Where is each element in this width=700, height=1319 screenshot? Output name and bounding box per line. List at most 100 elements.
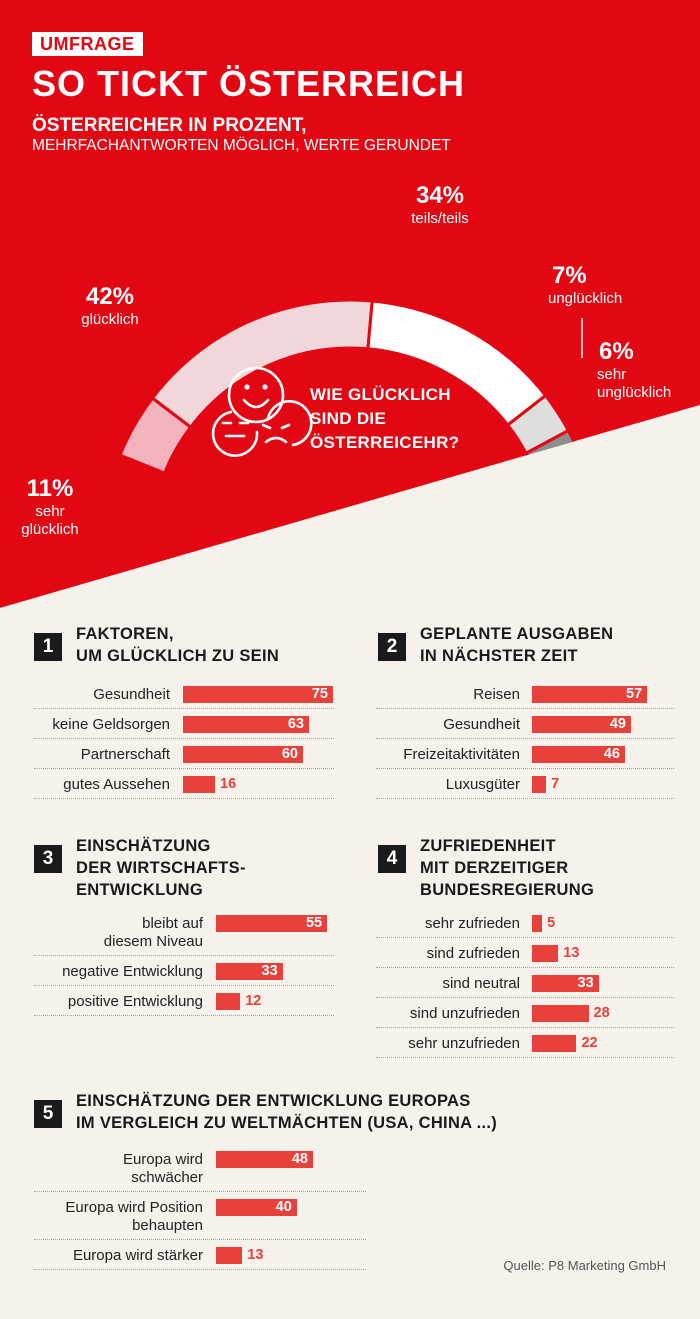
bar-value: 33 <box>261 963 278 979</box>
subtitle-regular: MEHRFACHANTWORTEN MÖGLICH, WERTE GERUNDE… <box>32 137 451 154</box>
row-label: sind zufrieden <box>338 945 520 963</box>
panel-title-line: EINSCHÄTZUNG <box>76 837 211 855</box>
bar <box>532 945 559 962</box>
slice-label-ungluecklich: 7% unglücklich <box>548 262 648 308</box>
row-label-line: Luxusgüter <box>445 776 520 793</box>
source-note: Quelle: P8 Marketing GmbH <box>503 1258 666 1273</box>
panel-number-3: 3 <box>34 845 62 873</box>
bar-value: 75 <box>311 686 328 702</box>
row-separator <box>34 1191 366 1192</box>
row-separator <box>376 967 674 968</box>
row-label: Freizeitaktivitäten <box>338 746 520 764</box>
bar <box>532 746 625 763</box>
slice-name: unglücklich <box>548 290 623 307</box>
row-label-line: keine Geldsorgen <box>52 716 170 733</box>
row-label: negative Entwicklung <box>0 963 203 981</box>
row-label-line: sind zufrieden <box>426 945 520 962</box>
panel-number-4: 4 <box>378 845 406 873</box>
row-label-line: Europa wird stärker <box>72 1247 203 1264</box>
bar-value: 49 <box>609 716 626 732</box>
slice-percent: 42% <box>85 283 135 310</box>
panel-title-line: FAKTOREN, <box>76 625 174 643</box>
slice-name: sehr glücklich <box>21 503 79 538</box>
row-label-line: schwächer <box>131 1169 203 1186</box>
smiley-faces-icon <box>211 366 313 457</box>
panel-title-5: EINSCHÄTZUNG DER ENTWICKLUNG EUROPAS IM V… <box>76 1090 497 1134</box>
row-separator <box>34 768 334 769</box>
row-label: Europa wird stärker <box>0 1247 203 1265</box>
slice-name: glücklich <box>81 311 139 328</box>
row-label-line: positive Entwicklung <box>67 993 203 1010</box>
panel-title-line: IN NÄCHSTER ZEIT <box>420 647 578 665</box>
row-separator <box>376 1057 674 1058</box>
bar <box>183 716 309 733</box>
row-label: Europa wird schwächer <box>0 1151 203 1187</box>
diagonal-overlay <box>0 405 700 620</box>
bar <box>216 993 241 1010</box>
umfrage-badge: UMFRAGE <box>32 32 143 56</box>
row-label-line: Gesundheit <box>93 686 170 703</box>
row-separator <box>34 1269 366 1270</box>
row-separator <box>34 798 334 799</box>
slice-label-teils: 34% teils/teils <box>405 182 475 228</box>
row-separator <box>376 708 674 709</box>
panel-title-line: DER WIRTSCHAFTS- <box>76 859 246 877</box>
bar-value: 13 <box>247 1247 264 1263</box>
bar-value: 55 <box>305 915 323 931</box>
row-separator <box>376 738 674 739</box>
row-separator <box>34 1239 366 1240</box>
row-separator <box>34 985 334 986</box>
panel-title-line: ZUFRIEDENHEIT <box>420 837 556 855</box>
panel-title-line: EINSCHÄTZUNG DER ENTWICKLUNG EUROPAS <box>76 1092 471 1110</box>
bar-value: 28 <box>593 1005 610 1021</box>
row-label-line: Gesundheit <box>443 716 520 733</box>
bar <box>183 776 215 793</box>
slice-label-gluecklich: 42% glücklich <box>60 283 160 329</box>
row-label-line: bleibt auf <box>142 915 203 932</box>
bar-value: 60 <box>281 746 298 762</box>
panel-number-5: 5 <box>34 1100 62 1128</box>
row-separator <box>34 1015 334 1016</box>
row-separator <box>376 937 674 938</box>
bar <box>532 915 543 932</box>
panel-title-line: UM GLÜCKLICH ZU SEIN <box>76 647 280 665</box>
bar-value: 7 <box>551 776 560 792</box>
panel-title-2: GEPLANTE AUSGABEN IN NÄCHSTER ZEIT <box>420 623 613 667</box>
slice-name: teils/teils <box>411 210 469 227</box>
row-label-line: gutes Aussehen <box>63 776 170 793</box>
row-label-line: Partnerschaft <box>80 746 170 763</box>
bar <box>216 1151 313 1168</box>
bar-value: 40 <box>275 1199 292 1215</box>
page-title: SO TICKT ÖSTERREICH <box>32 63 466 104</box>
row-label-line: negative Entwicklung <box>62 963 203 980</box>
bar-value: 33 <box>577 975 594 991</box>
panel-title-1: FAKTOREN, UM GLÜCKLICH ZU SEIN <box>76 623 279 667</box>
slice-label-sehr-gluecklich: 11% sehr glücklich <box>10 475 90 539</box>
row-label: Luxusgüter <box>338 776 520 794</box>
bar-value: 16 <box>220 776 237 792</box>
row-label-line: diesem Niveau <box>103 933 203 950</box>
donut-slice-0-front <box>118 396 193 476</box>
bar <box>216 1247 243 1264</box>
slice-percent: 11% <box>26 475 74 502</box>
row-separator <box>34 955 334 956</box>
panel-number-1: 1 <box>34 633 62 661</box>
bar <box>532 776 547 793</box>
row-label-line: Freizeitaktivitäten <box>403 746 520 763</box>
row-label: gutes Aussehen <box>0 776 170 794</box>
panel-number-2: 2 <box>378 633 406 661</box>
bar-value: 12 <box>245 993 262 1009</box>
row-label: keine Geldsorgen <box>0 716 170 734</box>
row-label: Europa wird Position behaupten <box>0 1199 203 1235</box>
bar <box>216 915 328 932</box>
row-label: Reisen <box>338 686 520 704</box>
row-separator <box>34 738 334 739</box>
bar <box>532 1005 589 1022</box>
bar <box>183 746 303 763</box>
row-label: sind unzufrieden <box>338 1005 520 1023</box>
bar-value: 63 <box>287 716 304 732</box>
row-label: positive Entwicklung <box>0 993 203 1011</box>
panel-title-line: GEPLANTE AUSGABEN <box>420 625 614 643</box>
row-separator <box>376 798 674 799</box>
donut-center-question: WIE GLÜCKLICH SIND DIE ÖSTERREICEHR? <box>310 385 460 452</box>
